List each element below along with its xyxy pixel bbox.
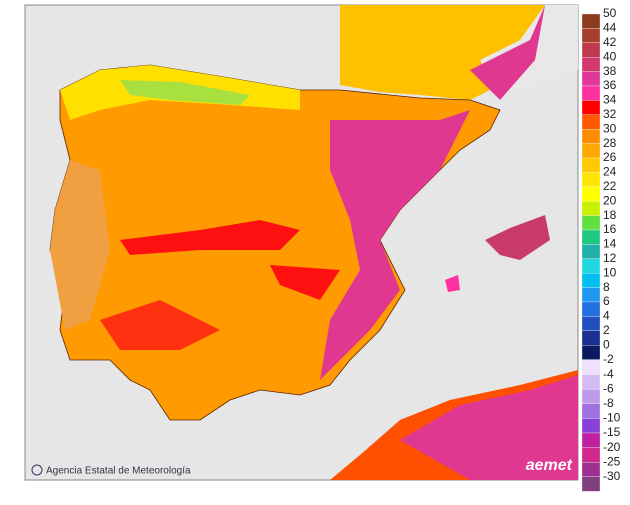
africa-hot [400,375,578,480]
legend-swatch [581,57,601,72]
france-hot [470,5,545,100]
legend-label: -6 [603,381,614,395]
legend-swatch [581,258,601,274]
legend-swatch [581,114,601,130]
legend-label: 18 [603,208,617,222]
legend-label: -20 [603,440,621,454]
legend-label: -25 [603,454,621,468]
legend-label: -8 [603,396,614,410]
credit: Agencia Estatal de Meteorología [46,466,191,477]
legend-label: 50 [603,6,617,20]
legend-label: 14 [603,237,617,251]
legend-label: 26 [603,150,617,164]
legend-label: -4 [603,367,614,381]
legend-swatch [581,273,601,288]
legend-label: -15 [603,425,621,439]
legend-label: 34 [603,93,617,107]
legend-swatch [581,345,601,360]
legend-label: -10 [603,411,621,425]
legend-label: 4 [603,309,610,323]
legend-swatch [581,389,601,404]
legend-label: 44 [603,21,617,35]
legend-swatch [581,447,601,463]
legend-swatch [581,287,601,303]
legend-swatch [581,403,601,419]
legend-swatch [581,359,601,375]
portugal-coast [50,160,110,330]
hot-band-3 [100,300,220,350]
legend-swatch [581,316,601,331]
copyright-icon [31,464,43,476]
legend-swatch [581,172,601,187]
legend-label: 30 [603,121,617,135]
legend-label: 36 [603,78,617,92]
legend-label: -2 [603,352,614,366]
hot-band-2 [270,265,340,300]
legend-swatch [581,462,601,477]
legend-label: 42 [603,35,617,49]
legend-swatch [581,374,601,390]
legend-label: 2 [603,323,610,337]
legend-swatch [581,13,601,29]
legend-label: 24 [603,165,617,179]
legend-swatch [581,330,601,346]
logo: aemet [526,457,573,474]
hot-band-1 [120,220,300,255]
legend-swatch [581,244,601,259]
legend-label: 22 [603,179,617,193]
legend-label: 16 [603,222,617,236]
legend-swatch [581,476,601,492]
legend-label: 6 [603,294,610,308]
legend-label: 10 [603,265,617,279]
legend-swatch [581,157,601,173]
legend-swatch [581,100,601,115]
legend-swatch [581,28,601,43]
legend-swatch [581,229,601,245]
legend-label: 12 [603,251,617,265]
legend-swatch [581,301,601,317]
legend-swatch [581,186,601,202]
legend-label: 0 [603,337,610,351]
legend-label: 38 [603,64,617,78]
legend-label: 8 [603,280,610,294]
legend-swatch [581,432,601,448]
legend-label: 40 [603,49,617,63]
legend-label: -30 [603,469,621,483]
legend: 5044424038363432302826242220181614121086… [581,6,621,492]
legend-swatch [581,143,601,159]
legend-swatch [581,418,601,434]
legend-swatch [581,201,601,216]
east-hot [320,110,470,380]
ibiza [445,275,460,292]
legend-swatch [581,215,601,231]
legend-swatch [581,71,601,87]
legend-label: 28 [603,136,617,150]
legend-swatch [581,85,601,101]
legend-swatch [581,129,601,144]
legend-swatch [581,42,601,58]
legend-label: 32 [603,107,617,121]
cantabrian [120,80,250,105]
mallorca [485,215,550,260]
legend-label: 20 [603,193,617,207]
